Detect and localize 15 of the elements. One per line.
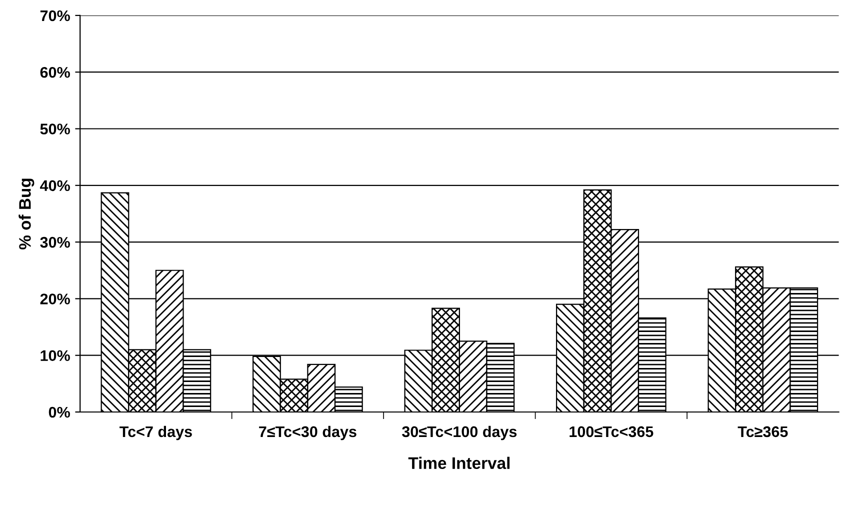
y-tick-label: 70% bbox=[40, 10, 70, 22]
y-tick-label: 50% bbox=[40, 124, 70, 134]
y-tick-label: 40% bbox=[40, 180, 70, 192]
y-tick-label: 0% bbox=[48, 406, 70, 418]
y-axis-title: % of Bug bbox=[18, 178, 34, 250]
x-tick-label: 7≤Tc<30 days bbox=[259, 426, 356, 440]
y-tick-label: 20% bbox=[40, 294, 70, 304]
x-tick-label: Tc≥365 bbox=[738, 426, 788, 438]
y-tick-label: 30% bbox=[40, 236, 70, 248]
x-tick-label: 30≤Tc<100 days bbox=[402, 426, 517, 440]
y-tick-label: 10% bbox=[40, 350, 70, 362]
y-tick-label: 60% bbox=[40, 66, 70, 78]
x-tick-label: Tc<7 days bbox=[120, 426, 192, 440]
x-tick-label: 100≤Tc<365 bbox=[570, 426, 654, 438]
x-axis-title: Time Interval bbox=[408, 456, 510, 470]
